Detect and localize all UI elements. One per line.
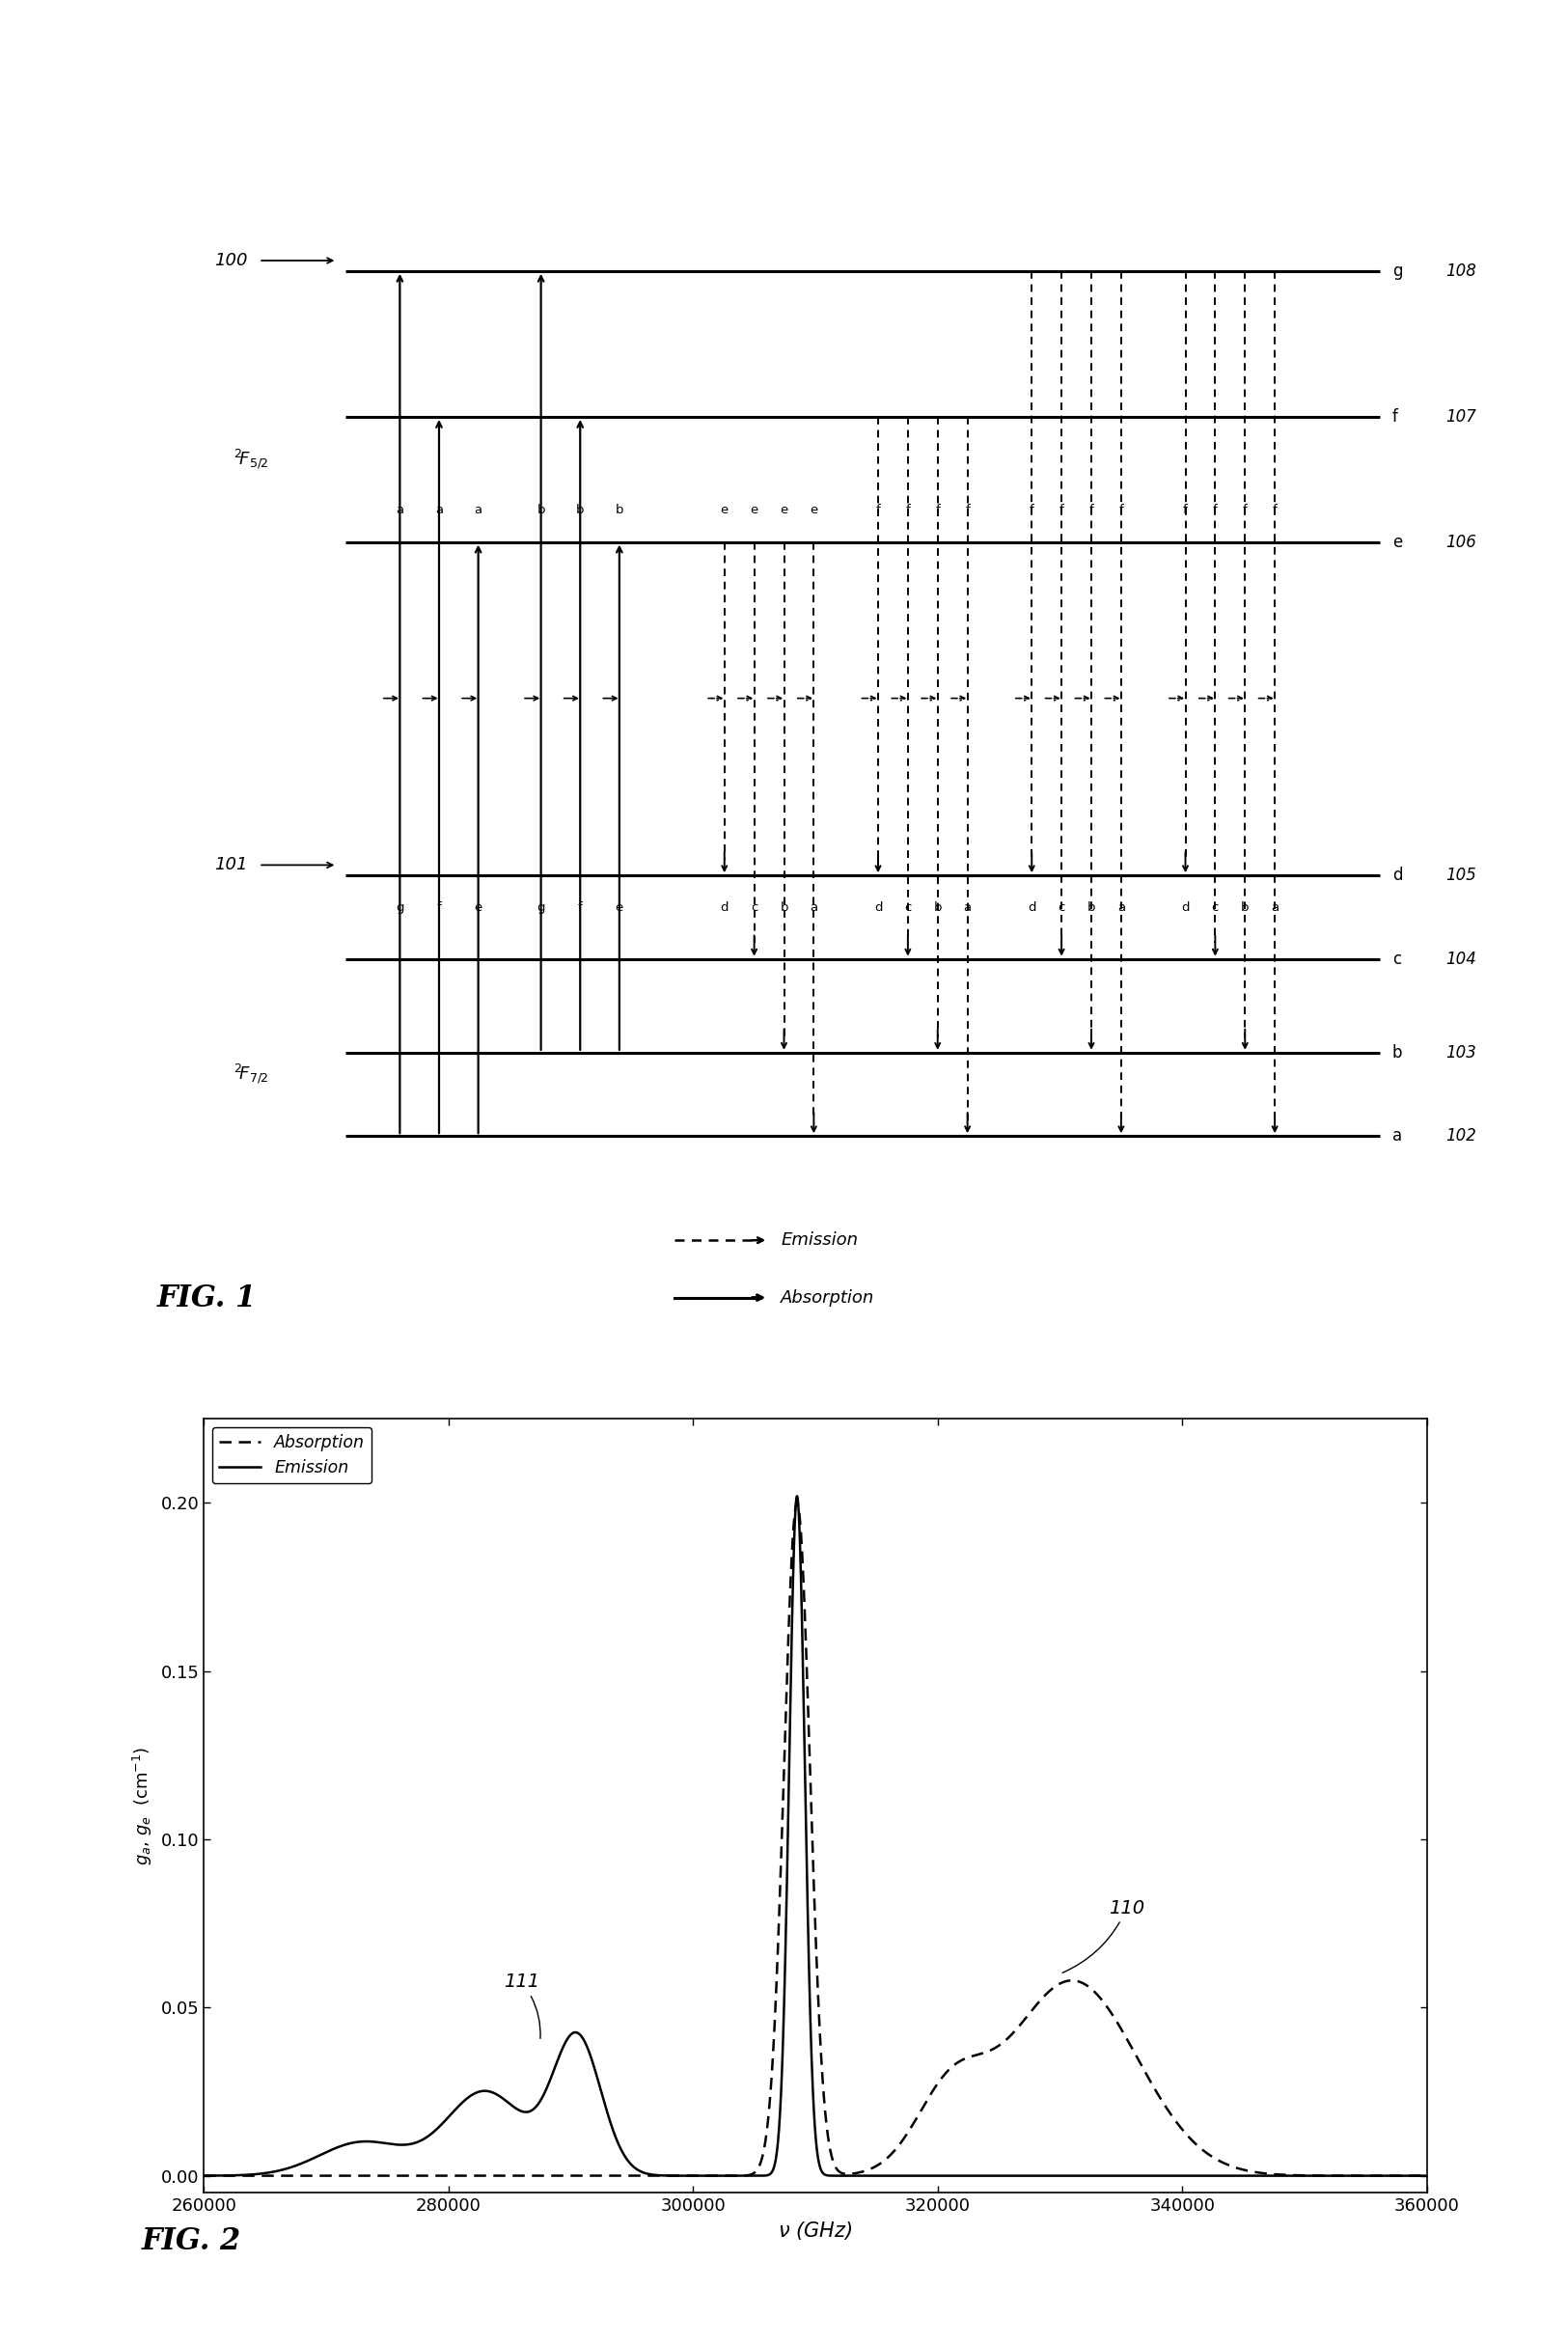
- Text: 104: 104: [1446, 950, 1477, 968]
- Text: d: d: [1392, 868, 1402, 884]
- Text: b: b: [1240, 900, 1250, 915]
- Text: c: c: [1212, 900, 1218, 915]
- Text: e: e: [615, 900, 624, 915]
- Absorption: [1107, 2007, 1126, 2035]
- Text: f: f: [1120, 504, 1123, 516]
- Text: f: f: [877, 504, 880, 516]
- Text: f: f: [1273, 504, 1276, 516]
- Text: 100: 100: [215, 251, 248, 270]
- Text: d: d: [1027, 900, 1036, 915]
- Text: c: c: [751, 900, 757, 915]
- Text: 108: 108: [1446, 263, 1477, 279]
- Emission: [1417, 2162, 1436, 2190]
- Text: 105: 105: [1446, 868, 1477, 884]
- Line: Absorption: Absorption: [204, 1503, 1427, 2176]
- Emission: [662, 2162, 681, 2190]
- Text: e: e: [779, 504, 789, 516]
- Text: FIG. 2: FIG. 2: [141, 2225, 241, 2256]
- Text: c: c: [905, 900, 911, 915]
- Absorption: [1200, 2141, 1218, 2169]
- Text: f: f: [1030, 504, 1033, 516]
- Legend: Absorption, Emission: Absorption, Emission: [212, 1428, 372, 1484]
- Text: a: a: [963, 900, 972, 915]
- Text: f: f: [1184, 504, 1187, 516]
- Text: a: a: [1116, 900, 1126, 915]
- Text: f: f: [1214, 504, 1217, 516]
- Text: 101: 101: [215, 856, 248, 875]
- Text: f: f: [1060, 504, 1063, 516]
- Text: a: a: [474, 504, 483, 516]
- Text: $^2\!F_{7/2}$: $^2\!F_{7/2}$: [234, 1062, 268, 1086]
- Text: f: f: [906, 504, 909, 516]
- Text: e: e: [474, 900, 483, 915]
- Text: b: b: [536, 504, 546, 516]
- Text: f: f: [966, 504, 969, 516]
- Text: 106: 106: [1446, 532, 1477, 551]
- Emission: [194, 2162, 213, 2190]
- Text: 103: 103: [1446, 1044, 1477, 1062]
- Text: b: b: [615, 504, 624, 516]
- Text: f: f: [1392, 408, 1399, 424]
- Text: 102: 102: [1446, 1128, 1477, 1144]
- Text: e: e: [750, 504, 759, 516]
- Emission: [1107, 2162, 1126, 2190]
- Text: g: g: [536, 900, 546, 915]
- Y-axis label: $g_a$, $g_e$  (cm$^{-1}$): $g_a$, $g_e$ (cm$^{-1}$): [130, 1747, 154, 1864]
- Text: f: f: [1243, 504, 1247, 516]
- Absorption: [194, 2162, 213, 2190]
- Text: $^2\!F_{5/2}$: $^2\!F_{5/2}$: [234, 446, 268, 471]
- Line: Emission: Emission: [204, 1496, 1427, 2176]
- Emission: [1200, 2162, 1218, 2190]
- Emission: [787, 1482, 806, 1510]
- Text: b: b: [933, 900, 942, 915]
- Absorption: [989, 2031, 1008, 2059]
- Text: e: e: [1392, 532, 1402, 551]
- Text: d: d: [873, 900, 883, 915]
- Absorption: [417, 2162, 436, 2190]
- Text: e: e: [809, 504, 818, 516]
- Text: d: d: [1181, 900, 1190, 915]
- Text: FIG. 1: FIG. 1: [157, 1283, 257, 1313]
- Absorption: [662, 2162, 681, 2190]
- Text: b: b: [779, 900, 789, 915]
- Text: a: a: [436, 504, 444, 516]
- Text: g: g: [395, 900, 405, 915]
- Text: b: b: [1392, 1044, 1402, 1062]
- Text: 110: 110: [1063, 1899, 1145, 1972]
- Text: 107: 107: [1446, 408, 1477, 424]
- Text: Absorption: Absorption: [781, 1290, 875, 1306]
- Text: e: e: [720, 504, 729, 516]
- Absorption: [928, 2071, 947, 2099]
- Text: 111: 111: [503, 1972, 541, 2038]
- Text: f: f: [579, 900, 582, 915]
- Text: a: a: [811, 900, 818, 915]
- Text: f: f: [437, 900, 441, 915]
- Text: Emission: Emission: [781, 1231, 858, 1250]
- Text: a: a: [1392, 1128, 1402, 1144]
- Text: g: g: [1392, 263, 1402, 279]
- Emission: [989, 2162, 1008, 2190]
- Text: b: b: [575, 504, 585, 516]
- Text: f: f: [936, 504, 939, 516]
- X-axis label: $\nu$ (GHz): $\nu$ (GHz): [778, 2221, 853, 2242]
- Text: d: d: [720, 900, 729, 915]
- Text: c: c: [1392, 950, 1402, 968]
- Text: a: a: [1270, 900, 1279, 915]
- Emission: [928, 2162, 947, 2190]
- Absorption: [787, 1489, 806, 1517]
- Absorption: [1417, 2162, 1436, 2190]
- Text: b: b: [1087, 900, 1096, 915]
- Text: a: a: [395, 504, 405, 516]
- Text: f: f: [1090, 504, 1093, 516]
- Emission: [417, 2125, 436, 2153]
- Text: c: c: [1058, 900, 1065, 915]
